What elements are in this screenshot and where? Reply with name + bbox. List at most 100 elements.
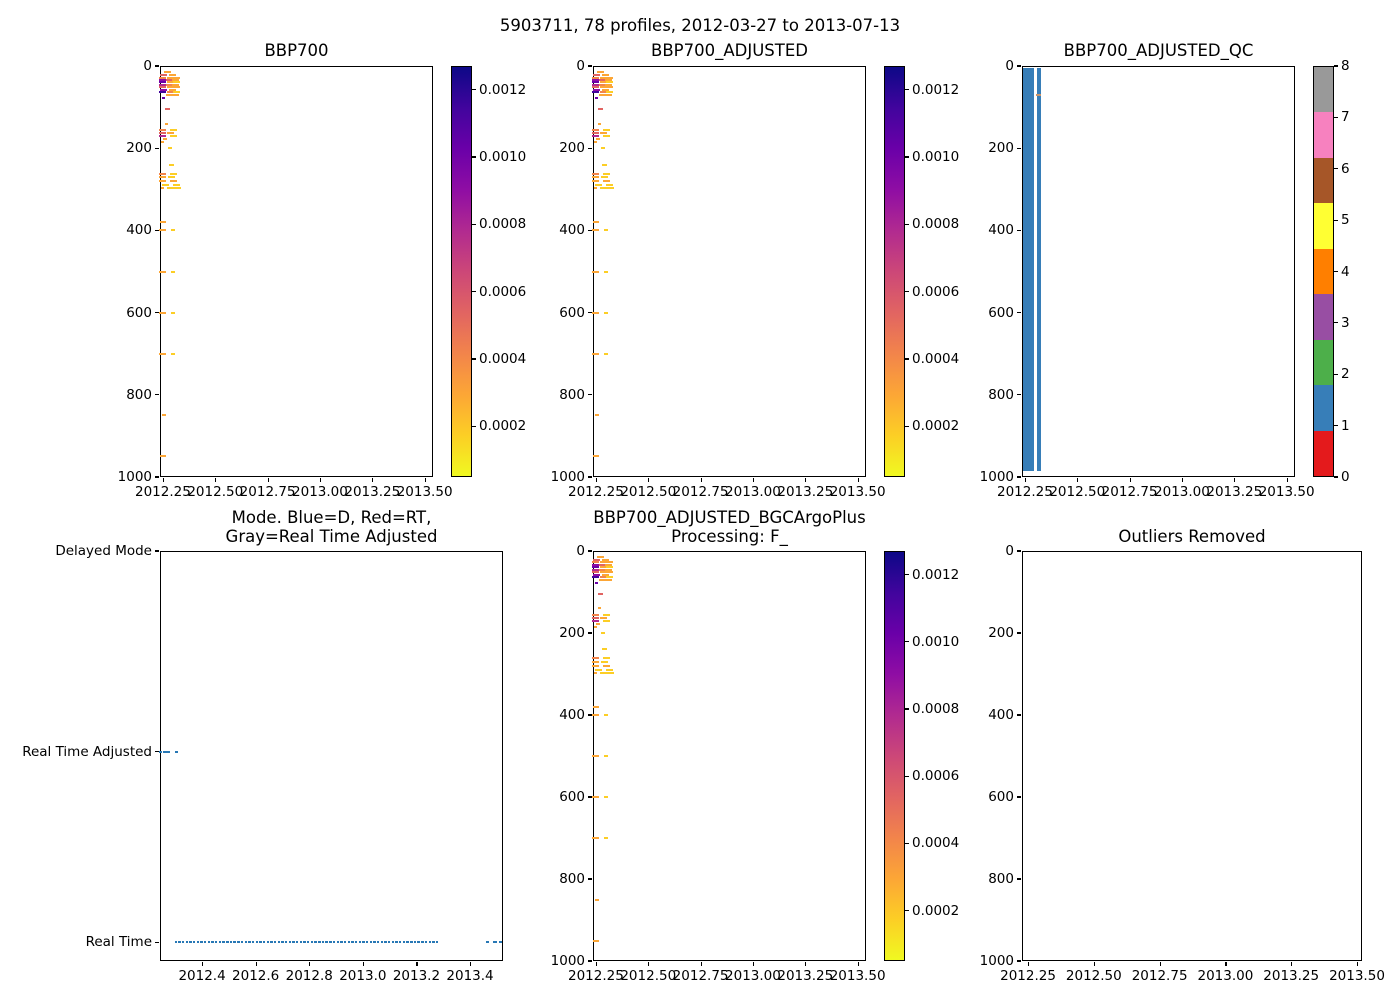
mode-dot <box>380 941 384 944</box>
y-tick-label: 0 <box>576 58 585 74</box>
mode-dot <box>159 750 163 753</box>
profile-mark <box>171 352 176 355</box>
y-axis-tick <box>155 147 159 149</box>
profile-mark <box>164 108 170 111</box>
profile-mark <box>602 135 610 138</box>
colorbar-tick-label: 0.0008 <box>912 700 960 717</box>
mode-dot <box>270 941 273 944</box>
profile-mark <box>593 88 601 91</box>
profile-mark <box>599 81 607 84</box>
mode-dot <box>273 941 277 944</box>
profile-mark <box>159 311 167 314</box>
profile-mark <box>592 714 600 716</box>
y-tick-label: 0 <box>576 543 585 559</box>
y-tick-label: 800 <box>988 386 1014 403</box>
profile-mark <box>594 187 598 190</box>
colorbar-tick <box>905 425 909 428</box>
colorbar-tick-label: 4 <box>1341 263 1350 280</box>
panel-title-text: BBP700_ADJUSTED_QC <box>1063 41 1254 60</box>
profile-mark <box>600 661 608 664</box>
x-axis-tick <box>857 962 859 966</box>
profile-mark <box>159 135 167 138</box>
mode-dot <box>165 750 171 753</box>
colorbar-bbp700 <box>451 66 472 477</box>
mode-dot <box>318 941 321 944</box>
qc-colorbar-segment <box>1314 112 1333 159</box>
x-axis-tick <box>752 962 755 966</box>
colorbar-tick <box>1334 425 1338 427</box>
mode-dot <box>340 941 343 944</box>
y-tick-label: 600 <box>559 789 585 805</box>
profile-mark <box>596 71 604 74</box>
y-axis-tick <box>588 312 592 314</box>
profile-mark <box>607 187 615 190</box>
qc-colorbar-segment <box>1314 430 1333 476</box>
colorbar-tick <box>905 775 909 777</box>
profile-mark <box>597 122 601 125</box>
profile-mark <box>604 352 609 355</box>
mode-dot <box>193 941 196 944</box>
x-tick-label: 2013.50 <box>1258 484 1315 500</box>
mode-dot <box>200 941 203 944</box>
profile-mark <box>601 88 609 91</box>
mode-dot <box>336 941 339 944</box>
profile-mark <box>592 270 600 273</box>
axes-bgc <box>593 551 866 961</box>
profile-mark <box>159 221 166 224</box>
colorbar-bgc <box>884 551 905 961</box>
y-axis-tick <box>1017 229 1021 231</box>
mode-dot <box>226 941 229 944</box>
qc-colorbar-segment <box>1314 203 1333 250</box>
x-axis-tick <box>752 478 755 482</box>
colorbar-tick <box>905 641 909 643</box>
profile-mark <box>599 76 607 79</box>
mode-dot <box>181 941 185 944</box>
profile-mark <box>598 578 606 581</box>
profile-mark <box>169 180 177 183</box>
y-axis-tick <box>588 878 592 880</box>
colorbar-tick-label: 5 <box>1341 212 1350 229</box>
profile-mark <box>601 648 607 651</box>
colorbar-bbp700-adjusted <box>884 66 905 477</box>
mode-dot <box>262 941 266 944</box>
profile-mark <box>601 147 606 150</box>
colorbar-tick <box>1334 116 1338 118</box>
mode-dot <box>251 941 255 944</box>
profile-mark <box>598 83 606 86</box>
profile-mark <box>606 76 614 79</box>
mode-dot <box>354 941 358 944</box>
y-axis-tick <box>155 476 159 478</box>
x-tick-label: 2012.75 <box>239 484 296 500</box>
mode-dot <box>222 941 225 944</box>
x-tick-label: 2012.8 <box>285 968 333 984</box>
qc-colorbar-segment <box>1314 294 1333 341</box>
profile-mark <box>592 135 600 138</box>
y-axis-tick <box>588 229 592 231</box>
profile-mark <box>592 76 600 79</box>
x-tick-label: 2012.75 <box>1131 968 1188 984</box>
x-tick-label: 2012.75 <box>672 484 729 500</box>
profile-mark <box>173 76 181 79</box>
profile-mark <box>594 668 602 671</box>
profile-mark <box>159 172 167 175</box>
profile-mark <box>599 187 607 190</box>
mode-dot <box>413 941 417 944</box>
profile-mark <box>601 632 606 634</box>
panel-title-mode: Mode. Blue=D, Red=RT, Gray=Real Time Adj… <box>160 508 503 546</box>
profile-mark <box>592 128 600 131</box>
profile-mark <box>599 566 607 569</box>
x-axis-tick <box>267 478 269 482</box>
profile-mark <box>171 270 176 273</box>
profile-mark <box>164 122 168 125</box>
x-tick-label: 2012.75 <box>672 968 729 984</box>
x-tick-label: 2013.00 <box>725 968 781 984</box>
profile-mark <box>592 837 600 839</box>
colorbar-tick <box>1334 322 1338 324</box>
mode-dot <box>384 941 387 944</box>
x-axis-tick <box>202 962 204 966</box>
mode-dot <box>406 941 409 944</box>
panel-title-text: Mode. Blue=D, Red=RT, <box>231 508 432 527</box>
profile-mark <box>159 91 167 94</box>
profile-mark <box>166 187 174 190</box>
mode-dot <box>391 941 395 944</box>
